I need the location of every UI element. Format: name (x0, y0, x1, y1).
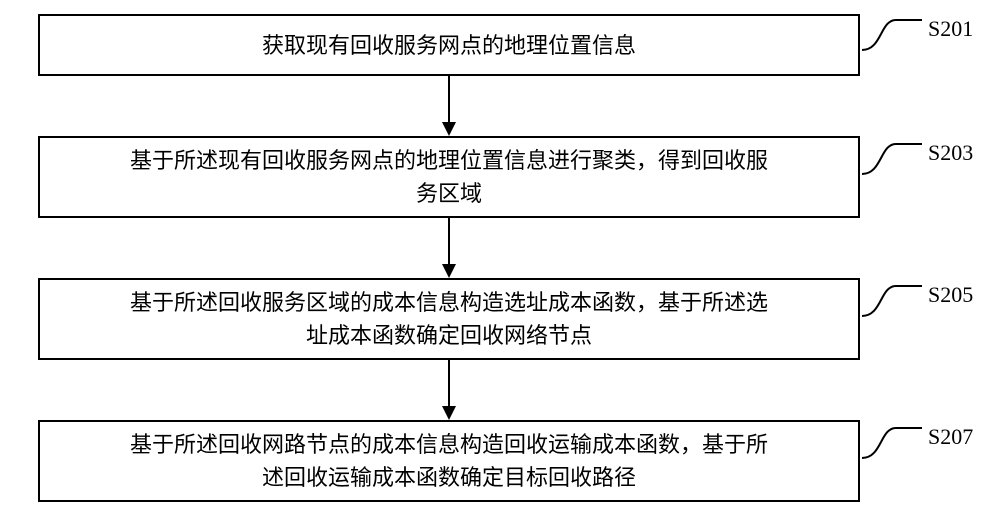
flow-step-text: 基于所述回收服务区域的成本信息构造选址成本函数，基于所述选 (130, 286, 768, 319)
flow-arrow (448, 218, 450, 264)
flow-step-text: 基于所述现有回收服务网点的地理位置信息进行聚类，得到回收服 (130, 144, 768, 177)
label-connector-curve (862, 14, 922, 54)
step-label-s203: S203 (928, 140, 973, 166)
flow-step-s201: 获取现有回收服务网点的地理位置信息 (38, 14, 860, 76)
flow-arrow (448, 76, 450, 122)
flow-step-text: 获取现有回收服务网点的地理位置信息 (262, 29, 636, 62)
flow-step-text: 述回收运输成本函数确定目标回收路径 (130, 461, 768, 494)
label-connector-curve (862, 280, 922, 320)
label-connector-curve (862, 422, 922, 462)
flow-arrow-head-icon (442, 122, 456, 136)
flow-step-text: 基于所述回收网路节点的成本信息构造回收运输成本函数，基于所 (130, 428, 768, 461)
flow-arrow-head-icon (442, 264, 456, 278)
flow-step-text: 务区域 (130, 177, 768, 210)
flow-arrow-head-icon (442, 406, 456, 420)
step-label-s205: S205 (928, 282, 973, 308)
label-connector-curve (862, 138, 922, 178)
flow-step-s203: 基于所述现有回收服务网点的地理位置信息进行聚类，得到回收服 务区域 (38, 136, 860, 218)
step-label-s207: S207 (928, 424, 973, 450)
flow-step-s205: 基于所述回收服务区域的成本信息构造选址成本函数，基于所述选 址成本函数确定回收网… (38, 278, 860, 360)
flow-arrow (448, 360, 450, 406)
flow-step-text: 址成本函数确定回收网络节点 (130, 319, 768, 352)
flow-step-s207: 基于所述回收网路节点的成本信息构造回收运输成本函数，基于所 述回收运输成本函数确… (38, 420, 860, 502)
step-label-s201: S201 (928, 16, 973, 42)
